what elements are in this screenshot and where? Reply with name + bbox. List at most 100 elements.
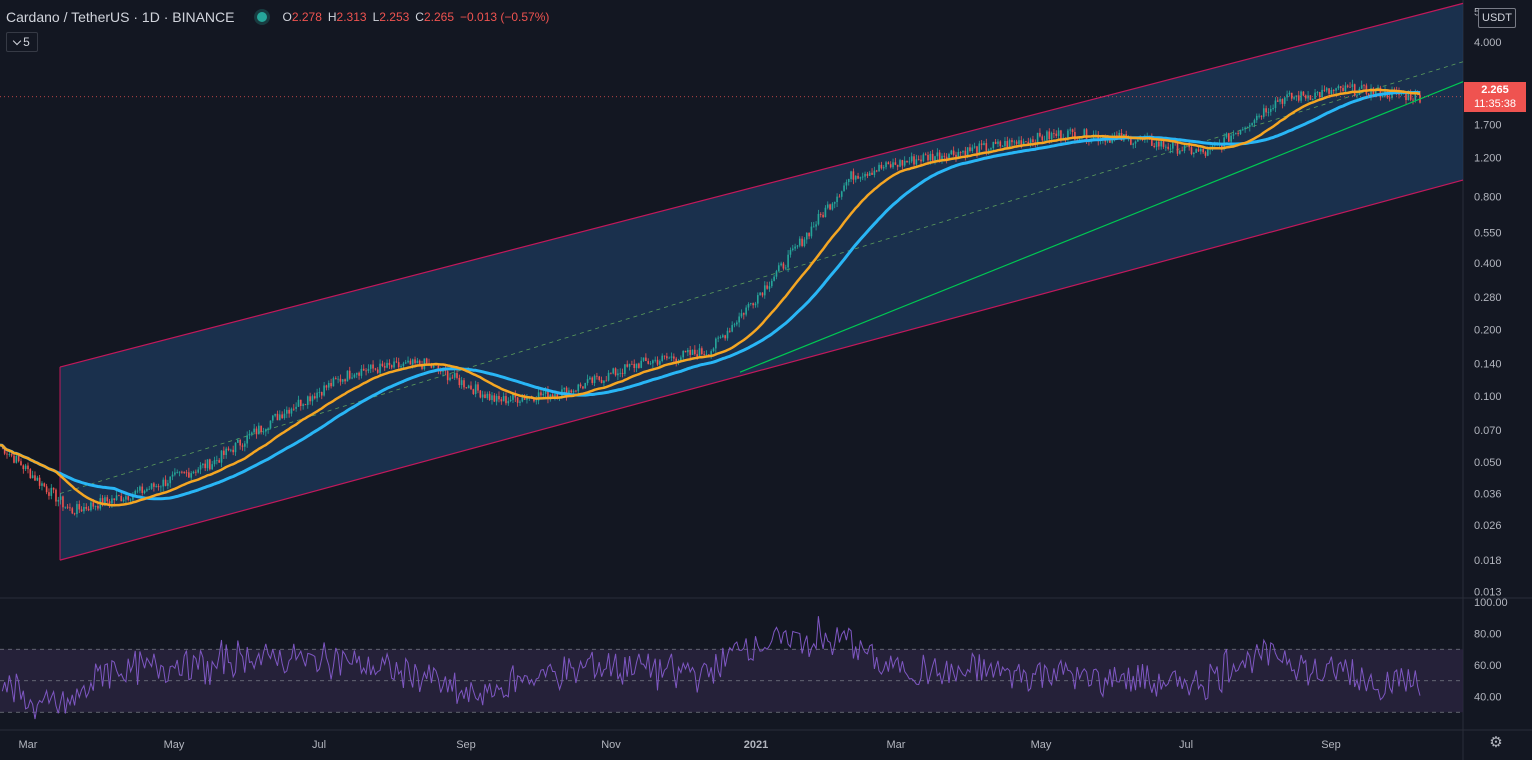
candle-body bbox=[691, 349, 694, 355]
candle-body bbox=[1412, 99, 1414, 101]
candle-body bbox=[381, 363, 384, 367]
candle-body bbox=[1297, 95, 1300, 101]
candle-body bbox=[784, 267, 787, 269]
candle-body bbox=[570, 390, 573, 393]
candle-body bbox=[1328, 88, 1330, 94]
candle-body bbox=[586, 379, 589, 383]
candle-body bbox=[896, 164, 899, 167]
time-tick-label: Mar bbox=[887, 739, 906, 751]
candle-body bbox=[661, 355, 664, 362]
candle-body bbox=[1227, 133, 1230, 142]
candle-body bbox=[6, 453, 8, 455]
candle-body bbox=[582, 386, 584, 389]
candle-body bbox=[453, 373, 456, 378]
candle-body bbox=[209, 459, 211, 470]
candle-body bbox=[316, 392, 318, 399]
candle-body bbox=[815, 224, 817, 227]
price-tick-label: 0.140 bbox=[1474, 359, 1502, 371]
price-tick-label: 1.700 bbox=[1474, 119, 1502, 131]
candle-body bbox=[1409, 92, 1412, 100]
candle-body bbox=[169, 476, 172, 484]
candle-body bbox=[777, 265, 780, 272]
candle-body bbox=[1353, 84, 1356, 96]
candle-body bbox=[885, 162, 887, 168]
ohlc-low-value: 2.253 bbox=[379, 10, 410, 24]
candle-body bbox=[572, 390, 575, 393]
candle-body bbox=[880, 164, 883, 169]
indicators-toggle-button[interactable]: 5 bbox=[6, 32, 38, 52]
candle-body bbox=[477, 384, 479, 391]
candle-body bbox=[432, 364, 435, 368]
candle-body bbox=[15, 455, 18, 463]
candle-body bbox=[1276, 100, 1279, 102]
candle-body bbox=[801, 238, 803, 246]
candle-body bbox=[882, 167, 885, 169]
time-tick-label: May bbox=[164, 739, 185, 751]
candle-body bbox=[27, 465, 29, 470]
candle-body bbox=[1151, 137, 1153, 146]
candle-body bbox=[62, 496, 64, 508]
candle-body bbox=[1071, 129, 1074, 133]
candle-body bbox=[1085, 129, 1088, 141]
candle-body bbox=[22, 465, 25, 470]
ohlc-open-value: 2.278 bbox=[291, 10, 322, 24]
candle-body bbox=[782, 263, 785, 269]
candle-body bbox=[770, 280, 773, 287]
candle-body bbox=[80, 509, 83, 512]
bar-countdown: 11:35:38 bbox=[1473, 98, 1516, 110]
price-tick-label: 0.013 bbox=[1474, 586, 1502, 598]
candle-body bbox=[458, 377, 461, 386]
candle-body bbox=[749, 303, 752, 305]
candle-body bbox=[990, 148, 992, 150]
candle-body bbox=[407, 360, 409, 363]
candle-body bbox=[211, 464, 213, 470]
candle-body bbox=[223, 450, 225, 455]
candle-body bbox=[868, 172, 871, 176]
candle-body bbox=[1118, 132, 1121, 136]
candle-body bbox=[791, 248, 794, 250]
candle-body bbox=[1195, 149, 1197, 153]
candle-body bbox=[610, 372, 612, 374]
candle-body bbox=[593, 375, 596, 384]
candle-body bbox=[195, 471, 197, 473]
candle-body bbox=[1309, 95, 1312, 100]
candle-body bbox=[1342, 87, 1344, 92]
candle-body bbox=[425, 358, 428, 364]
candle-body bbox=[232, 449, 234, 453]
candle-body bbox=[239, 439, 241, 446]
rsi-tick-label: 100.00 bbox=[1474, 597, 1508, 609]
candle-body bbox=[747, 303, 750, 308]
candle-body bbox=[703, 354, 705, 355]
candle-body bbox=[822, 214, 824, 218]
candle-body bbox=[733, 324, 736, 326]
candle-body bbox=[780, 263, 782, 266]
candle-body bbox=[544, 389, 547, 394]
candle-body bbox=[950, 150, 953, 155]
candle-body bbox=[871, 172, 873, 175]
candle-body bbox=[812, 226, 815, 228]
candle-body bbox=[38, 477, 41, 486]
candle-body bbox=[1039, 132, 1041, 137]
candle-body bbox=[202, 463, 204, 466]
candle-body bbox=[633, 363, 636, 369]
candle-body bbox=[155, 486, 158, 487]
candle-body bbox=[460, 380, 463, 386]
candle-body bbox=[738, 316, 740, 323]
candle-body bbox=[306, 396, 309, 405]
gear-icon[interactable]: ⚙ bbox=[1489, 734, 1503, 751]
time-tick-label: Sep bbox=[456, 739, 476, 751]
candle-body bbox=[1332, 89, 1335, 91]
candle-body bbox=[500, 399, 503, 402]
candle-body bbox=[393, 361, 395, 368]
candle-body bbox=[866, 173, 869, 176]
candle-body bbox=[600, 379, 603, 383]
symbol-title[interactable]: Cardano / TetherUS · 1D · BINANCE bbox=[6, 9, 235, 25]
candle-body bbox=[400, 366, 402, 368]
currency-selector[interactable]: USDT bbox=[1478, 8, 1516, 28]
candle-body bbox=[1213, 144, 1216, 146]
price-tick-label: 0.026 bbox=[1474, 520, 1502, 532]
candle-body bbox=[964, 150, 967, 157]
candle-body bbox=[878, 164, 880, 172]
candle-body bbox=[969, 147, 971, 151]
